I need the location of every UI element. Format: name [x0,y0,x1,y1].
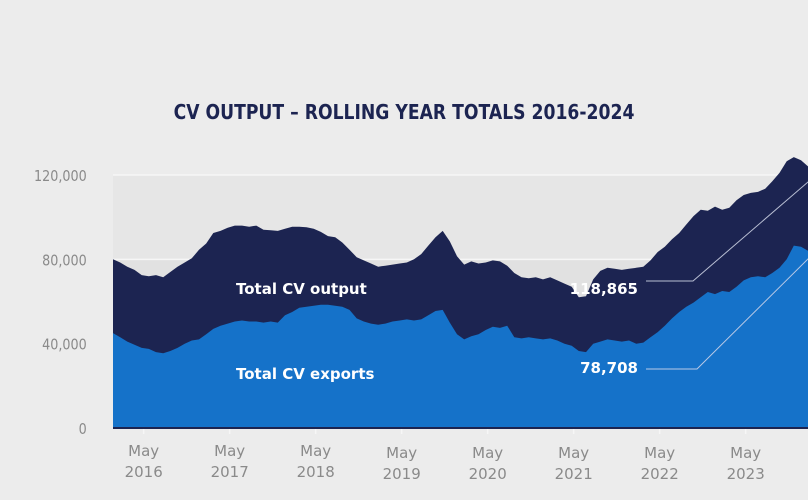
x-tick-label-year: 2016 [125,463,163,481]
x-tick-label-year: 2022 [641,465,679,483]
x-tick-label-year: 2021 [555,465,593,483]
y-axis-ticks: 0 40,000 80,000 120,000 [34,168,87,438]
x-tick-label-year: 2023 [727,465,765,483]
x-tick-label-month: May [128,442,159,460]
x-tick-label-year: 2019 [383,465,421,483]
leader-line-exports [646,258,808,370]
chart-title: CV OUTPUT – ROLLING YEAR TOTALS 2016-202… [173,100,635,124]
y-tick-label: 120,000 [34,168,87,185]
x-tick-label-month: May [644,444,675,462]
x-tick-label-year: 2017 [211,463,249,481]
annotation-output-value: 118,865 [570,280,638,298]
x-tick-label-year: 2020 [469,465,507,483]
y-tick-label: 40,000 [42,337,87,354]
series-label-exports: Total CV exports [236,365,374,383]
series-label-output: Total CV output [236,280,367,298]
x-tick-label-month: May [730,444,761,462]
leader-line-output [646,181,808,282]
x-tick-label-year: 2018 [297,463,335,481]
annotations: 118,865 78,708 [570,181,808,377]
y-tick-label: 0 [79,421,87,438]
annotation-exports-value: 78,708 [580,359,638,377]
area-series [113,157,808,429]
x-tick-label-month: May [472,444,503,462]
x-tick-label-month: May [300,442,331,460]
area-total-cv-exports [113,245,808,428]
x-axis-ticks: May 2016 May 2017 May 2018 May 2019 May 2020 May 20… [125,429,765,483]
y-tick-label: 80,000 [42,252,87,269]
x-tick-label-month: May [558,444,589,462]
x-tick-label-month: May [386,444,417,462]
x-tick-label-month: May [214,442,245,460]
